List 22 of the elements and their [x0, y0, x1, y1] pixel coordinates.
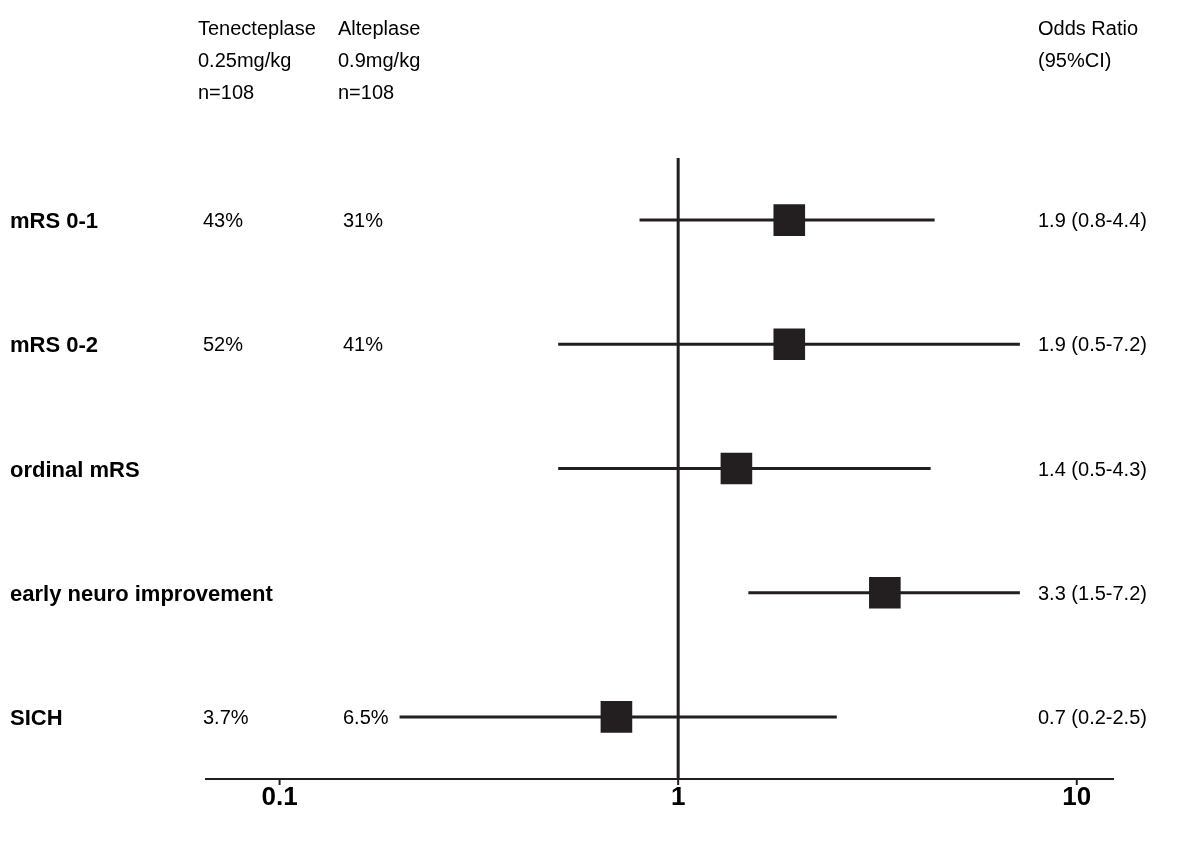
annotation: 6.5% — [343, 705, 389, 728]
y-tick-label: early neuro improvement — [10, 580, 274, 606]
annotation: 1.9 (0.8-4.4) — [1038, 209, 1147, 232]
x-tick-label: 0.1 — [261, 781, 298, 812]
y-tick-label: SICH — [10, 704, 63, 730]
annotation: 3.3 (1.5-7.2) — [1038, 581, 1147, 604]
x-tick-label: 10 — [1062, 781, 1092, 812]
y-tick-label: ordinal mRS — [10, 456, 140, 482]
y-tick-label: mRS 0-2 — [10, 332, 99, 358]
annotation: 52% — [203, 333, 244, 356]
annotation: 3.7% — [203, 705, 249, 728]
x-tick-label: 1 — [670, 781, 686, 812]
annotation: 1.4 (0.5-4.3) — [1038, 457, 1147, 480]
annotation: 41% — [343, 333, 384, 356]
text: Tenecteplase 0.25mg/kg n=108 — [198, 16, 316, 105]
y-tick-label: mRS 0-1 — [10, 208, 99, 234]
annotation: 43% — [203, 209, 244, 232]
annotation: 31% — [343, 209, 384, 232]
annotation: 0.7 (0.2-2.5) — [1038, 705, 1147, 728]
text: Odds Ratio (95%CI) — [1038, 16, 1139, 73]
annotation: 1.9 (0.5-7.2) — [1038, 333, 1147, 356]
text: Alteplase 0.9mg/kg n=108 — [338, 16, 421, 105]
